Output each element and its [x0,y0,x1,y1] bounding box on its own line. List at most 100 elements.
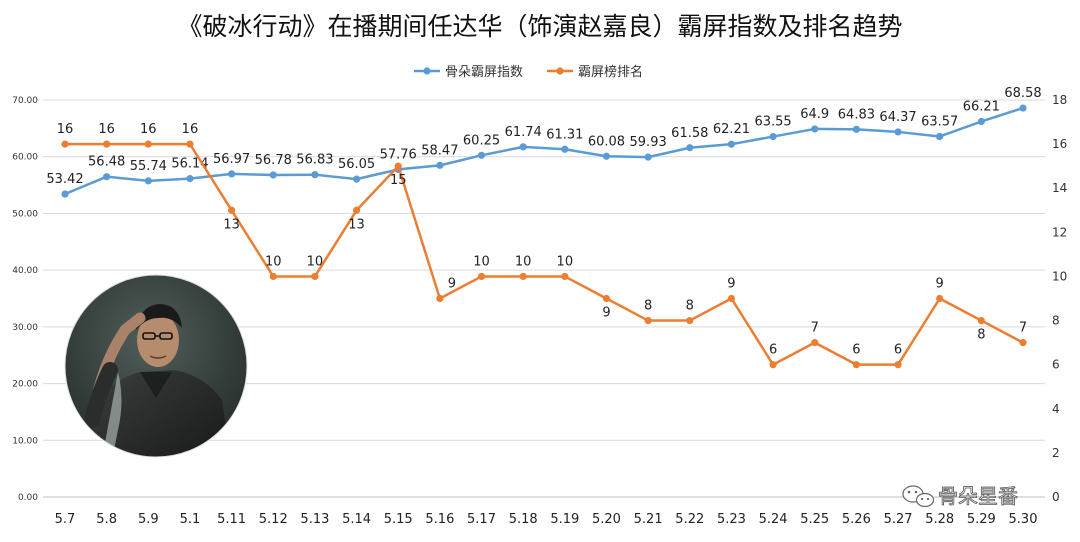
grid-lines [43,99,1045,498]
x-tick-label: 5.24 [759,512,788,527]
data-label-blue: 60.25 [463,133,500,148]
y-right-tick-label: 12 [1052,225,1067,239]
y-axis-right: 0 2 4 6 8 10 12 14 16 18 [1052,93,1067,504]
data-point-orange [144,140,152,148]
x-tick-label: 5.26 [842,512,871,527]
legend: 骨朵霸屏指数 霸屏榜排名 [414,64,643,80]
legend-orange-marker [556,67,564,75]
data-label-orange: 6 [894,343,902,358]
x-tick-label: 5.27 [884,512,913,527]
data-label-orange: 8 [686,299,694,314]
x-tick-label: 5.11 [217,512,246,527]
data-point-orange [686,316,694,325]
data-label-blue: 61.58 [671,126,708,141]
data-label-orange: 10 [515,254,532,269]
data-point-blue [727,140,736,148]
data-label-blue: 63.57 [921,114,958,129]
y-left-tick-label: 40.00 [12,266,38,276]
data-point-blue [769,132,777,141]
data-label-orange: 15 [390,173,407,188]
legend-blue-marker [423,67,431,75]
data-point-orange [977,316,985,325]
data-point-blue [561,145,569,153]
data-label-orange: 16 [182,122,199,137]
data-label-blue: 56.78 [255,153,292,168]
x-tick-label: 5.22 [675,512,704,527]
x-tick-label: 5.17 [467,512,496,527]
data-point-blue [144,177,152,185]
y-right-tick-label: 0 [1052,490,1060,504]
data-label-blue: 58.47 [421,143,458,158]
x-tick-label: 5.18 [509,512,538,527]
x-tick-label: 5.28 [925,512,954,527]
series-line-blue [64,106,1024,196]
data-label-blue: 55.74 [130,159,167,174]
y-right-tick-label: 4 [1052,402,1060,416]
data-label-orange: 9 [936,277,944,292]
data-point-orange [394,162,402,170]
data-label-blue: 56.83 [296,153,333,168]
x-tick-label: 5.20 [592,512,621,527]
data-label-blue: 61.31 [546,127,583,142]
data-label-blue: 64.83 [838,107,875,122]
data-point-orange [561,272,569,281]
y-left-tick-label: 0.00 [18,493,38,503]
data-label-orange: 9 [727,277,735,292]
data-point-orange [852,361,860,369]
y-axis-left: 0.00 10.00 20.00 30.00 40.00 50.00 60.00 70.00 [12,96,38,503]
data-label-orange: 8 [977,328,985,343]
y-left-tick-label: 70.00 [12,96,38,106]
data-point-orange [602,294,611,303]
data-label-blue: 56.48 [88,155,125,170]
data-label-blue: 61.74 [505,125,542,140]
watermark: 骨朵星番 [902,484,1018,508]
data-point-orange [436,294,444,303]
data-point-blue [186,175,194,183]
y-right-tick-label: 8 [1052,314,1060,328]
x-axis: 5.7 5.8 5.9 5.1 5.11 5.12 5.13 5.14 5.15 5.16 5.17… [55,512,1038,527]
data-point-orange [352,206,361,214]
data-point-blue [936,132,944,141]
data-point-blue [977,117,985,126]
data-label-blue: 62.21 [713,122,750,137]
data-label-orange: 9 [602,306,610,321]
data-point-blue [602,152,611,160]
y-right-tick-label: 2 [1052,446,1060,460]
data-point-blue [519,143,527,151]
data-point-orange [269,272,277,281]
y-left-tick-label: 10.00 [12,436,38,446]
data-point-blue [436,161,444,169]
x-tick-label: 5.8 [96,512,117,527]
data-point-blue [644,153,652,161]
data-point-orange [61,140,69,148]
data-point-blue [61,190,69,198]
data-point-blue [228,170,236,178]
x-tick-label: 5.14 [342,512,371,527]
data-label-orange: 9 [448,277,456,292]
data-label-blue: 56.97 [213,152,250,167]
data-point-orange [228,206,236,214]
data-label-blue: 56.05 [338,157,375,172]
data-point-orange [727,294,736,303]
data-point-orange [811,339,819,347]
data-label-blue: 66.21 [963,99,1000,114]
data-point-orange [894,361,902,369]
data-label-blue: 59.93 [630,135,667,150]
y-left-tick-label: 20.00 [12,380,38,390]
data-point-blue [311,171,319,179]
y-right-tick-label: 14 [1052,181,1067,195]
x-tick-label: 5.29 [967,512,996,527]
x-tick-label: 5.21 [634,512,663,527]
data-label-blue: 60.08 [588,134,625,149]
data-label-orange: 6 [852,343,860,358]
data-label-orange: 13 [348,217,365,232]
legend-orange-label: 霸屏榜排名 [578,64,643,80]
data-point-blue [103,173,111,181]
data-point-blue [477,151,486,159]
data-label-orange: 10 [473,254,490,269]
data-point-orange [1019,339,1027,347]
data-point-orange [477,272,486,281]
